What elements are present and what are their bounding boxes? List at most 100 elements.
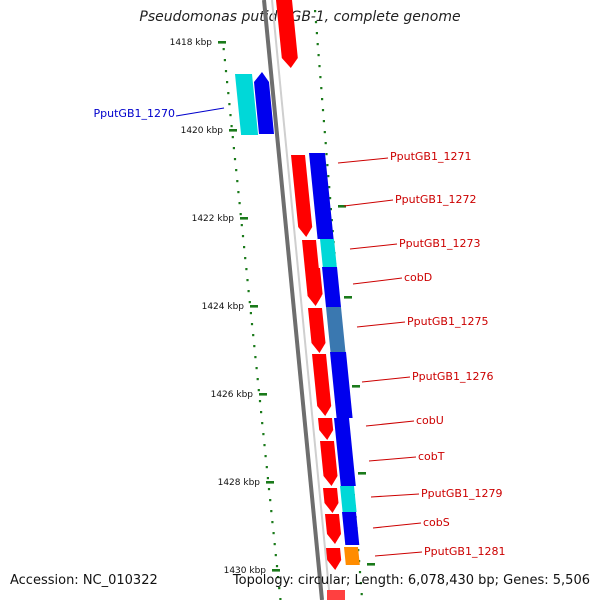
scale-dot [233, 158, 237, 161]
right-track-dot [322, 120, 325, 123]
scale-tick-mark [259, 393, 267, 396]
scale-dot [236, 180, 239, 183]
right-track-dot [323, 131, 326, 134]
gene-leader-line [356, 321, 406, 328]
scale-dot [261, 422, 264, 425]
cds-arrow-1270 [254, 72, 274, 134]
gene-label-11[interactable]: cobS [423, 516, 450, 529]
cds-forward-4 [308, 308, 326, 353]
scale-dot [263, 444, 266, 447]
right-track-dot [360, 593, 363, 596]
right-track-dot [329, 197, 332, 200]
right-track-dot [317, 54, 320, 57]
right-track-dot [326, 164, 329, 167]
scale-dot [273, 543, 276, 546]
scale-dot [232, 147, 235, 150]
scale-tick-label: 1420 kbp [181, 126, 224, 136]
scale-tick-label: 1430 kbp [224, 566, 267, 576]
right-track-dot [324, 142, 327, 145]
gene-label-10[interactable]: PputGB1_1279 [421, 487, 502, 500]
feature-column-tile-9 [344, 547, 360, 565]
scale-dot [231, 136, 234, 139]
scale-dot [260, 411, 263, 414]
gene-label-5[interactable]: cobD [404, 271, 432, 284]
feature-column-tile-7 [340, 486, 357, 512]
scale-dot [275, 565, 279, 568]
scale-dot [249, 312, 252, 315]
gene-label-2[interactable]: PputGB1_1271 [390, 150, 471, 163]
scale-tick-mark [229, 129, 237, 132]
scale-dot [247, 290, 250, 293]
feature-column-tile-1 [309, 153, 334, 239]
gene-label-1[interactable]: PputGB1_1270 [94, 107, 175, 120]
scale-dot [243, 246, 246, 249]
cds-forward-3 [306, 268, 323, 304]
rna-tile-1270 [235, 74, 259, 135]
cds-forward-10 [326, 548, 342, 570]
right-track-tick [344, 296, 352, 299]
scale-tick-mark [266, 481, 274, 484]
scale-dot [258, 400, 262, 403]
cds-forward-9 [325, 514, 341, 544]
gene-label-8[interactable]: cobU [416, 414, 444, 427]
scale-tick-label: 1424 kbp [202, 302, 245, 312]
right-track-dot [358, 571, 362, 574]
cds-arrow-top [276, 0, 298, 68]
right-track-dot [327, 175, 330, 178]
scale-dot [254, 356, 257, 359]
scale-dot [248, 301, 251, 304]
scale-dot [277, 576, 280, 579]
gene-leader-line [374, 551, 423, 557]
scale-dot [227, 92, 230, 95]
right-track-dot [321, 98, 324, 101]
scale-dot [250, 323, 254, 326]
gene-label-3[interactable]: PputGB1_1272 [395, 193, 476, 206]
scale-tick-label: 1428 kbp [218, 478, 261, 488]
feature-column-tile-3 [322, 267, 341, 307]
right-track-dot [328, 186, 331, 189]
right-track-dot [329, 208, 332, 211]
cds-forward-6 [318, 418, 334, 440]
gene-leader-line [368, 456, 417, 462]
right-track-dot [315, 32, 318, 35]
right-track-dot [319, 76, 322, 79]
right-track-dot [359, 582, 362, 585]
scale-dot [278, 587, 281, 590]
scale-dot [238, 202, 241, 205]
scale-tick-label: 1422 kbp [192, 214, 235, 224]
gene-label-12[interactable]: PputGB1_1281 [424, 545, 505, 558]
feature-column-tile-6 [334, 418, 356, 486]
gene-label-4[interactable]: PputGB1_1273 [399, 237, 480, 250]
scale-dot [244, 257, 247, 260]
right-track-tick [358, 472, 366, 475]
backbone-shadow [271, 0, 331, 600]
scale-dot [257, 389, 260, 392]
scale-dot [228, 103, 231, 106]
right-track-tick [367, 563, 375, 566]
gene-leader-line [175, 107, 225, 117]
feature-column-tile-2 [320, 239, 337, 267]
gene-leader-line [352, 277, 403, 285]
scale-dot [256, 378, 259, 381]
cds-forward-1 [291, 155, 313, 237]
feature-column-tile-5 [330, 352, 353, 418]
scale-dot [255, 367, 258, 370]
gene-leader-line [372, 522, 422, 529]
gene-label-9[interactable]: cobT [418, 450, 445, 463]
gene-label-7[interactable]: PputGB1_1276 [412, 370, 493, 383]
scale-tick-mark [218, 41, 226, 44]
accession-text: Accession: NC_010322 [10, 573, 158, 588]
right-track-tick [352, 385, 360, 388]
scale-dot [222, 48, 225, 51]
scale-tick-mark [250, 305, 258, 308]
right-track-dot [321, 109, 325, 112]
cds-forward-5 [312, 354, 332, 416]
gene-leader-line [370, 493, 420, 498]
cds-forward-7 [320, 441, 338, 486]
scale-dot [223, 59, 226, 62]
scale-dot [262, 433, 265, 436]
gene-label-6[interactable]: PputGB1_1275 [407, 315, 488, 328]
gene-leader-line [337, 157, 389, 164]
scale-dot [279, 598, 282, 600]
